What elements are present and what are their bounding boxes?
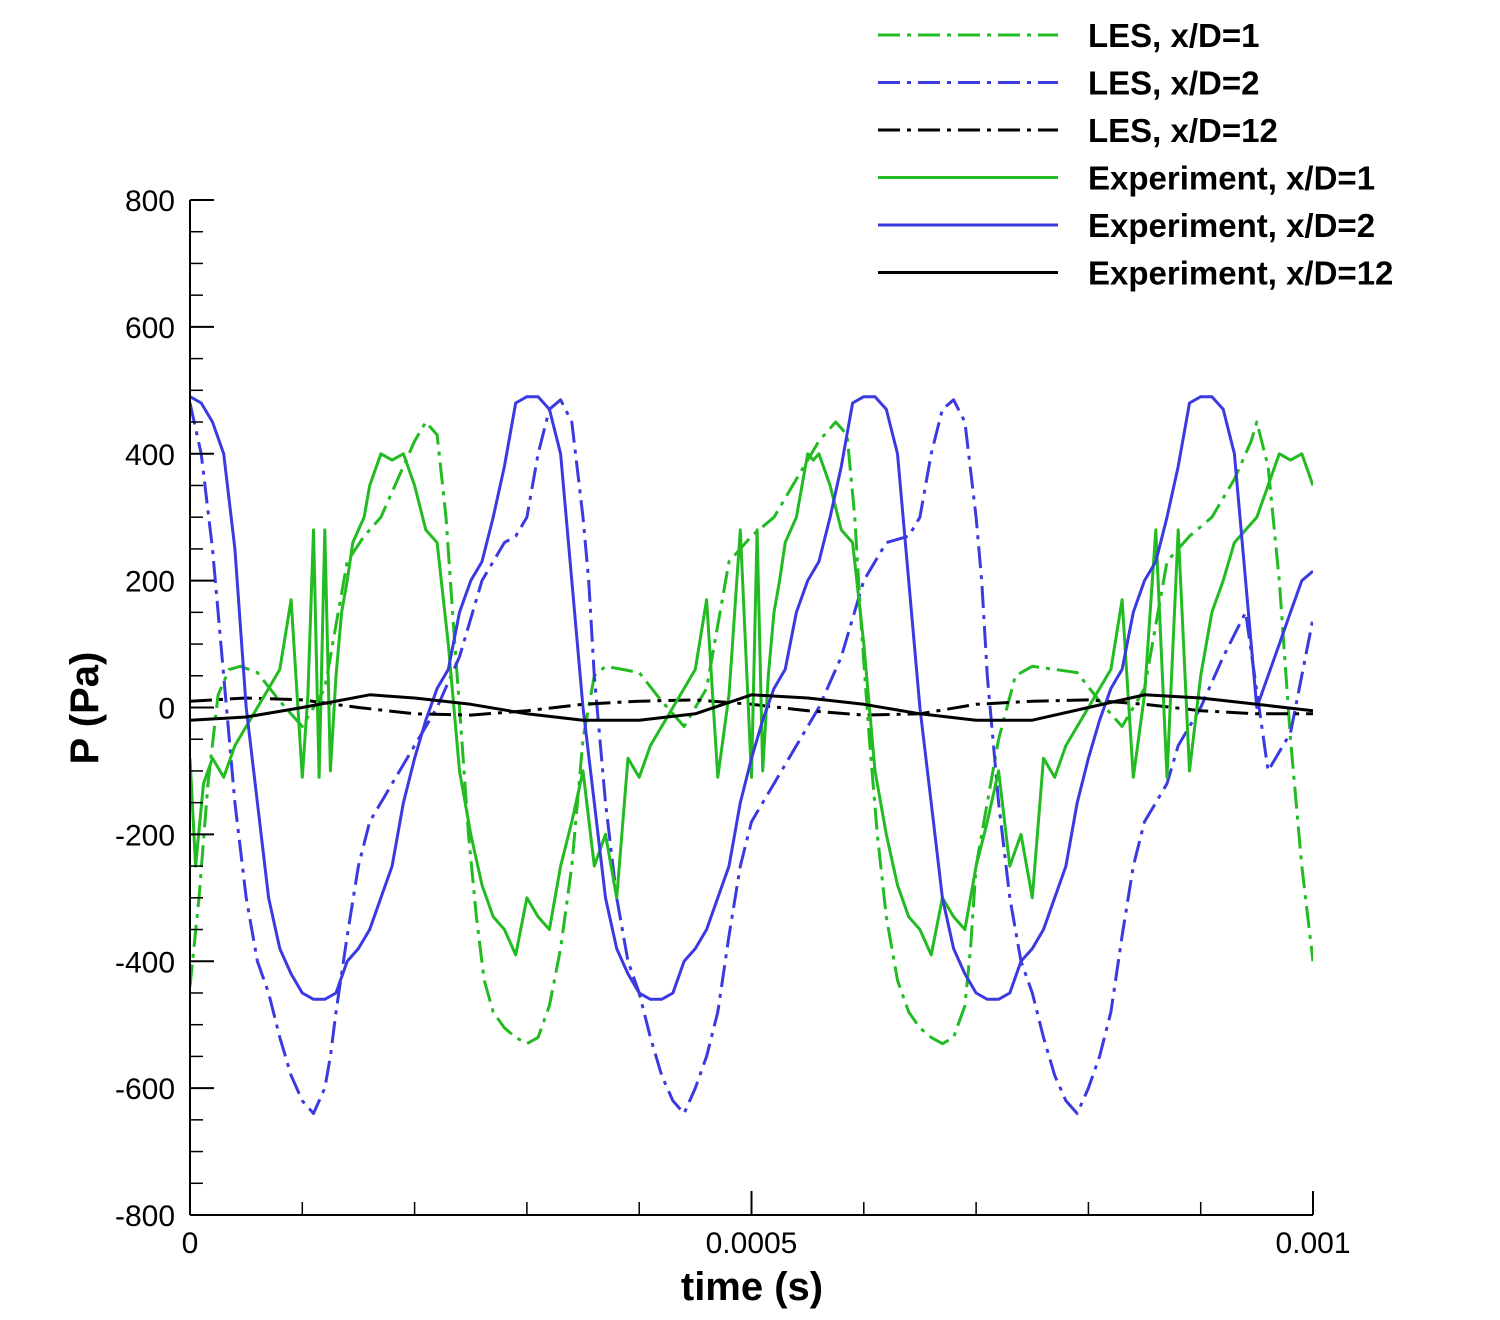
- legend: LES, x/D=1 LES, x/D=2 LES, x/D=12 Experimen…: [878, 17, 1393, 292]
- legend-label-3: Experiment, x/D=1: [1088, 160, 1375, 197]
- series-line-3: [190, 452, 1313, 957]
- x-tick-label: 0.001: [1275, 1227, 1350, 1260]
- y-tick-label: -200: [115, 819, 175, 852]
- y-tick-label: -600: [115, 1073, 175, 1106]
- y-tick-label: 800: [125, 185, 175, 218]
- y-tick-label: 400: [125, 439, 175, 472]
- y-tick-label: -800: [115, 1200, 175, 1233]
- y-tick-label: 0: [158, 693, 175, 726]
- series-line-0: [190, 420, 1313, 1046]
- y-tick-label: 200: [125, 566, 175, 599]
- legend-label-2: LES, x/D=12: [1088, 112, 1278, 149]
- y-axis-title: P (Pa): [63, 652, 107, 765]
- series-line-4: [190, 395, 1313, 1001]
- plot-area: [190, 395, 1313, 1115]
- y-tick-label: -400: [115, 946, 175, 979]
- x-tick-label: 0: [182, 1227, 199, 1260]
- axes: -800 -600 -400 -200 0 200 400 600 800 0 0.0005 0.00…: [115, 185, 1351, 1260]
- y-tick-label: 600: [125, 312, 175, 345]
- x-axis-title: time (s): [681, 1265, 823, 1309]
- series-line-5: [190, 693, 1313, 722]
- legend-label-0: LES, x/D=1: [1088, 17, 1260, 54]
- legend-label-4: Experiment, x/D=2: [1088, 207, 1375, 244]
- x-tick-label: 0.0005: [706, 1227, 798, 1260]
- legend-label-1: LES, x/D=2: [1088, 65, 1260, 102]
- legend-label-5: Experiment, x/D=12: [1088, 255, 1393, 292]
- series-line-2: [190, 696, 1313, 717]
